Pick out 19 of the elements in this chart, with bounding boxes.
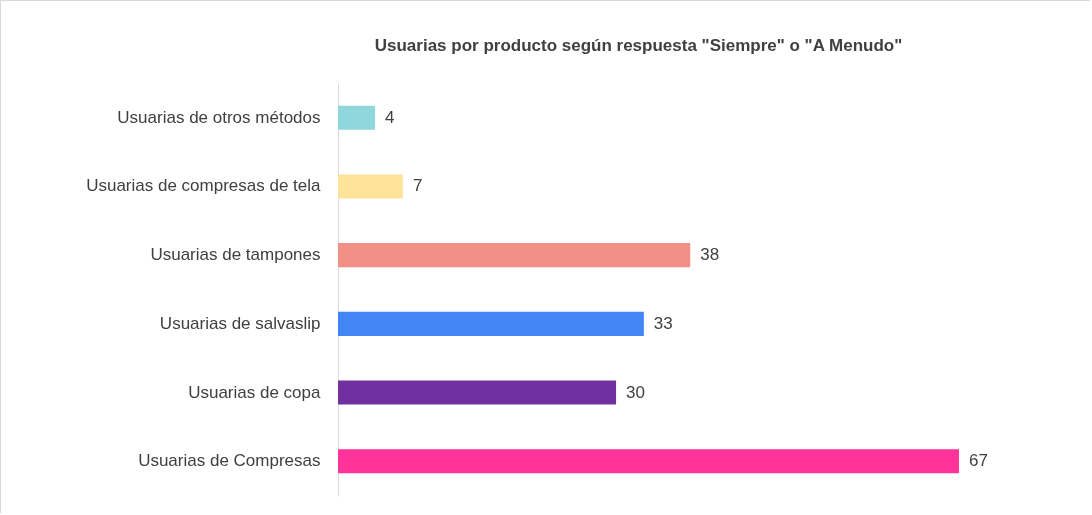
y-tick-label: Usuarias de copa bbox=[188, 382, 322, 402]
bar bbox=[338, 380, 617, 405]
bar bbox=[338, 311, 644, 336]
bar bbox=[338, 449, 959, 474]
data-label: 7 bbox=[412, 176, 423, 196]
data-label: 67 bbox=[969, 451, 988, 471]
bar bbox=[338, 243, 691, 268]
y-tick-label: Usuarias de tampones bbox=[150, 245, 321, 265]
data-label: 30 bbox=[626, 382, 645, 402]
data-label: 38 bbox=[700, 245, 720, 265]
chart-title: Usuarias por producto según respuesta "Siempre" o "A Menudo" bbox=[374, 36, 903, 55]
y-tick-label: Usuarias de salvaslip bbox=[159, 313, 321, 333]
y-tick-label: Usuarias de otros métodos bbox=[117, 107, 321, 127]
y-tick-label: Usuarias de compresas de tela bbox=[86, 176, 322, 196]
data-label: 4 bbox=[385, 107, 395, 127]
bar bbox=[338, 174, 403, 199]
data-label: 33 bbox=[653, 313, 673, 333]
bar bbox=[338, 105, 376, 130]
y-tick-label: Usuarias de Compresas bbox=[138, 451, 321, 471]
